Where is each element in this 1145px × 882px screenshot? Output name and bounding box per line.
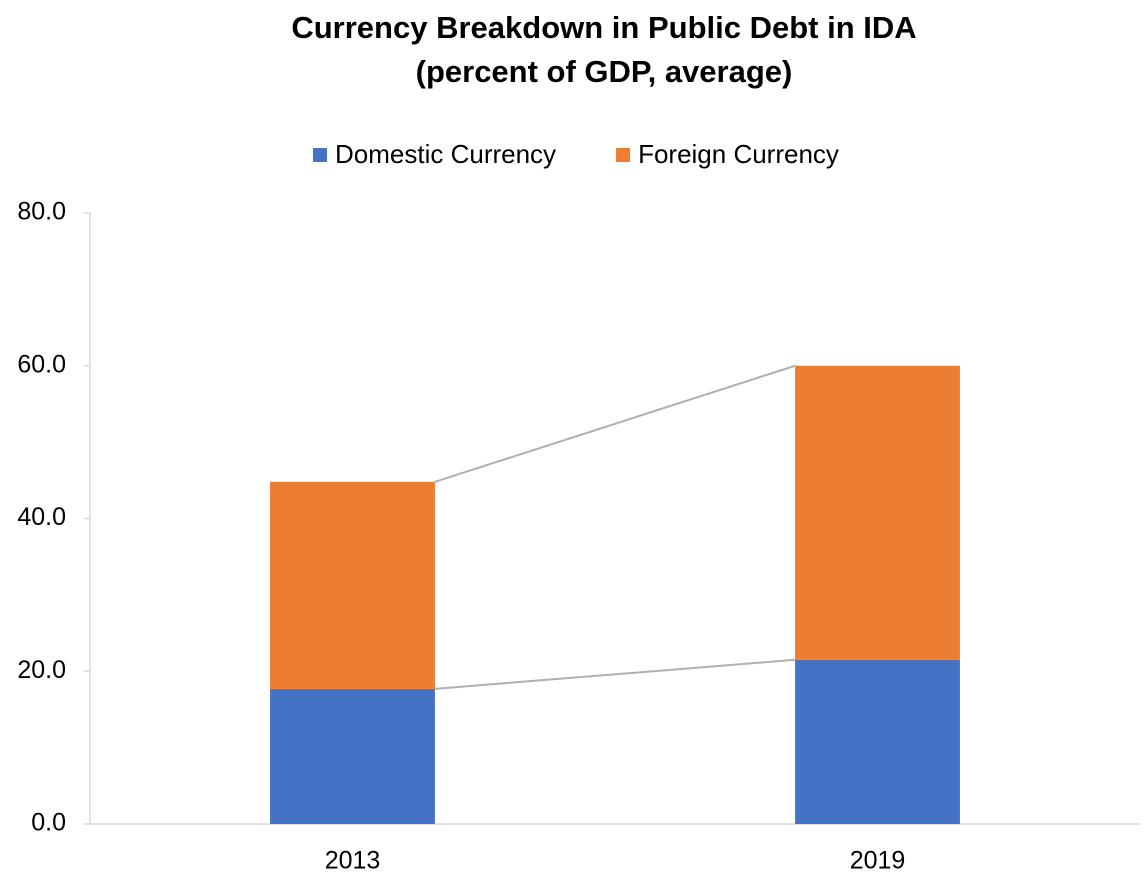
legend-swatch xyxy=(616,148,631,162)
x-tick-label: 2019 xyxy=(850,847,906,875)
series-line xyxy=(434,364,796,483)
legend-swatch xyxy=(313,148,327,162)
bar xyxy=(795,365,960,660)
bar xyxy=(795,659,960,824)
bar xyxy=(270,688,435,824)
bar xyxy=(270,481,435,689)
x-tick-label: 2013 xyxy=(325,847,381,875)
chart-title: Currency Breakdown in Public Debt in IDA xyxy=(291,10,916,45)
y-tick-label: 0.0 xyxy=(31,809,66,837)
y-tick-label: 40.0 xyxy=(17,503,66,531)
series-line xyxy=(434,658,796,690)
legend-label: Foreign Currency xyxy=(638,139,839,169)
y-tick-label: 20.0 xyxy=(17,656,66,684)
chart-subtitle: (percent of GDP, average) xyxy=(416,54,793,89)
y-tick-label: 80.0 xyxy=(17,198,66,226)
legend-label: Domestic Currency xyxy=(335,139,556,169)
y-tick-label: 60.0 xyxy=(17,350,66,378)
